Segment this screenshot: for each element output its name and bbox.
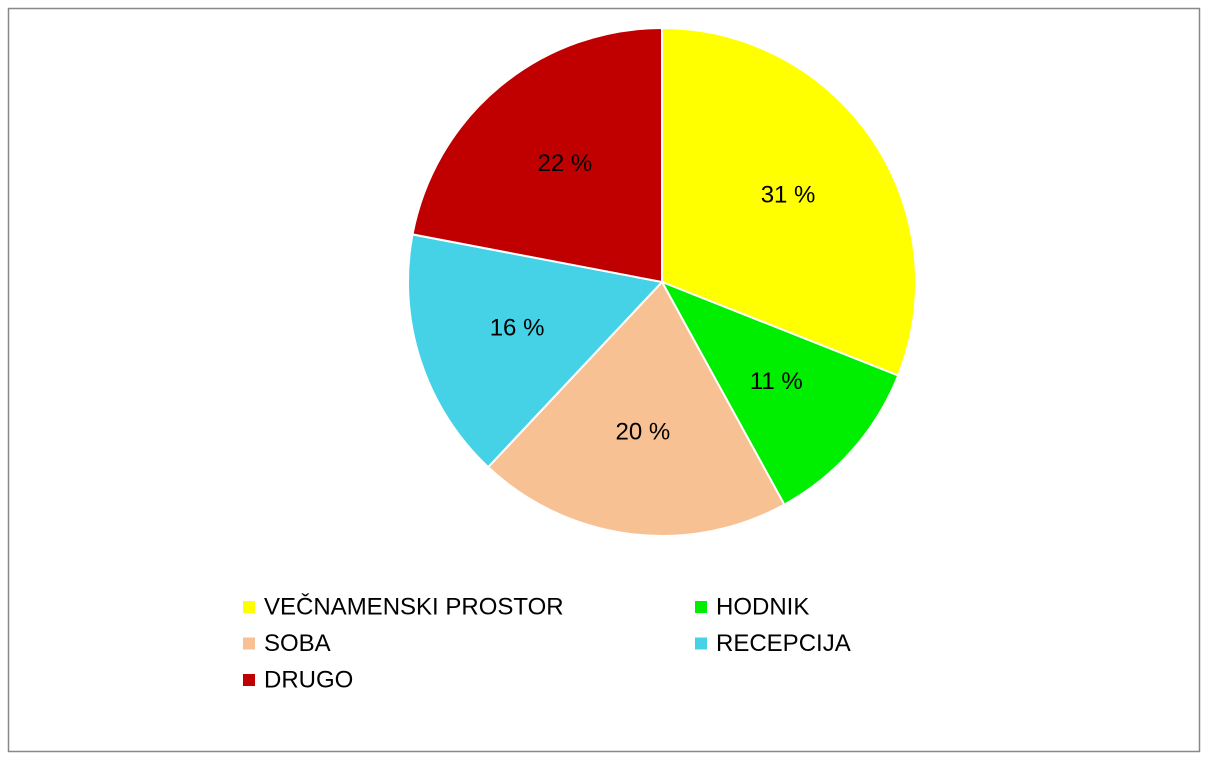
data-label: 20 % <box>616 419 671 446</box>
pie-slice <box>661 26 917 377</box>
pie-slice <box>407 233 664 469</box>
pie-slice <box>659 280 900 506</box>
legend-label: SOBA <box>264 630 331 657</box>
pie-slice <box>411 26 663 284</box>
data-label: 22 % <box>538 150 593 177</box>
legend-label: HODNIK <box>716 593 809 620</box>
legend-label: DRUGO <box>264 666 353 693</box>
legend-label: VEČNAMENSKI PROSTOR <box>264 592 564 620</box>
legend-swatch <box>243 674 255 686</box>
legend-swatch <box>695 637 707 650</box>
legend-swatch <box>243 637 255 650</box>
pie-slice <box>486 280 786 537</box>
data-label: 11 % <box>750 368 803 395</box>
legend-label: RECEPCIJA <box>716 630 851 657</box>
data-label: 16 % <box>490 314 545 341</box>
legend-swatch <box>243 601 255 613</box>
data-label: 31 % <box>761 182 816 209</box>
legend-swatch <box>695 601 707 613</box>
